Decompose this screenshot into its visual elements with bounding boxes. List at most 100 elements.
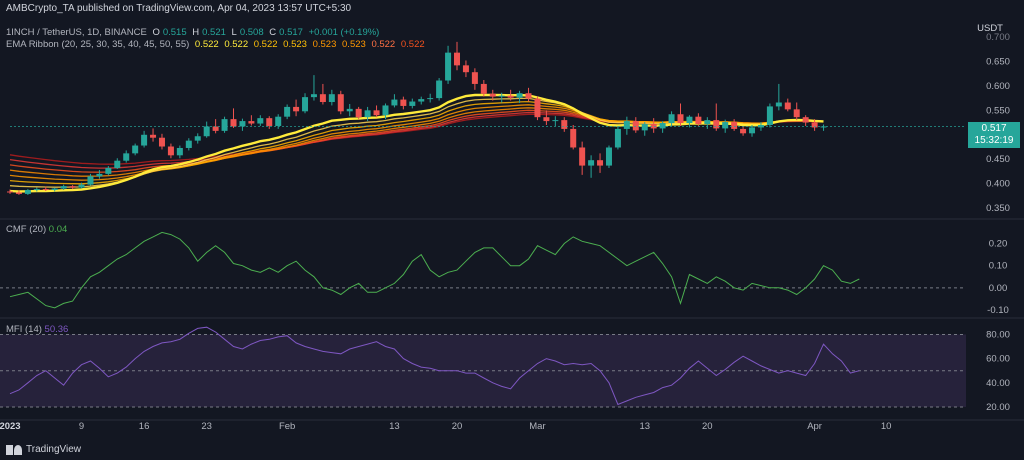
candle-body: [373, 110, 380, 116]
candle-body: [239, 121, 246, 127]
ema-value-55: 0.522: [400, 39, 425, 50]
candle: [284, 104, 291, 120]
candle-body: [811, 122, 818, 128]
mfi-tick-label: 60.00: [986, 354, 1010, 365]
candle-body: [704, 120, 711, 125]
candle: [588, 155, 595, 178]
candle-body: [418, 99, 425, 102]
candle-body: [686, 116, 693, 124]
candle: [364, 106, 371, 122]
candle: [400, 96, 407, 110]
currency-label: USDT: [977, 23, 1003, 34]
candle-body: [623, 121, 630, 129]
candle-body: [42, 189, 49, 191]
symbol-name: 1INCH / TetherUS, 1D, BINANCE: [6, 27, 147, 38]
close-label: C: [269, 27, 277, 38]
candle: [96, 169, 103, 179]
candle-body: [123, 153, 130, 161]
mfi-value: 50.36: [44, 324, 69, 335]
candle-body: [650, 124, 657, 129]
candle: [650, 118, 657, 133]
candle-body: [15, 192, 22, 194]
candle: [498, 92, 505, 103]
price-tick-label: 0.700: [986, 32, 1010, 43]
candle: [176, 145, 183, 159]
candle: [677, 103, 684, 126]
candle-body: [69, 186, 76, 188]
candle: [605, 145, 612, 169]
candle-body: [114, 160, 121, 169]
time-tick-label: 20: [702, 421, 713, 432]
candle: [248, 115, 255, 126]
candle-body: [248, 121, 255, 124]
candle-body: [284, 106, 291, 117]
open-label: O: [152, 27, 160, 38]
candle: [632, 117, 639, 133]
ema-legend[interactable]: EMA Ribbon (20, 25, 30, 35, 40, 45, 50, …: [6, 39, 428, 50]
candle: [784, 98, 791, 112]
candle: [257, 115, 264, 126]
candle: [105, 166, 112, 176]
candle: [704, 117, 711, 129]
candle: [713, 103, 720, 131]
candle-body: [319, 94, 326, 103]
price-tick-label: 0.450: [986, 154, 1010, 165]
cmf-legend[interactable]: CMF (20) 0.04: [6, 224, 67, 235]
candle-body: [302, 97, 309, 112]
high-label: H: [192, 27, 200, 38]
candle: [150, 128, 157, 142]
candle-body: [24, 190, 31, 194]
candle-body: [382, 105, 389, 116]
time-tick-label: 2023: [0, 421, 21, 432]
mfi-legend[interactable]: MFI (14) 50.36: [6, 324, 68, 335]
candle-body: [391, 99, 398, 106]
cmf-tick-label: 0.10: [989, 261, 1008, 272]
candle: [731, 119, 738, 131]
candle: [7, 189, 13, 194]
candle-body: [60, 186, 67, 189]
open-value: 0.515: [162, 27, 187, 38]
high-value: 0.521: [202, 27, 226, 38]
candle-body: [668, 114, 675, 124]
candle: [418, 96, 425, 105]
candle-body: [516, 93, 523, 98]
candle: [15, 190, 22, 195]
candle: [480, 80, 487, 97]
candle-body: [731, 122, 738, 129]
time-tick-label: 10: [881, 421, 892, 432]
candle-body: [310, 94, 317, 98]
time-tick-label: 13: [639, 421, 650, 432]
candle-body: [489, 93, 496, 97]
time-tick-label: 13: [389, 421, 400, 432]
ema-ribbon-line: [9, 107, 824, 177]
candle: [614, 125, 621, 150]
candle-body: [230, 119, 237, 127]
candle: [775, 83, 782, 111]
candle: [239, 118, 246, 131]
candle: [525, 87, 532, 102]
price-tick-label: 0.400: [986, 179, 1010, 190]
candle: [427, 93, 434, 103]
mfi-tick-label: 20.00: [986, 402, 1010, 413]
candle-body: [96, 173, 103, 177]
candle: [445, 45, 452, 84]
candle-body: [266, 118, 273, 126]
candle-body: [641, 124, 648, 131]
candle: [24, 189, 31, 195]
candle-body: [436, 80, 443, 99]
symbol-legend[interactable]: 1INCH / TetherUS, 1D, BINANCE O 0.515 H 0.…: [6, 27, 382, 38]
candle-body: [194, 136, 201, 141]
candle: [123, 150, 130, 163]
candle-body: [105, 168, 112, 174]
candle-body: [203, 126, 210, 137]
candle: [391, 94, 398, 108]
low-value: 0.508: [239, 27, 264, 38]
candle: [194, 133, 201, 144]
candle: [51, 187, 58, 192]
candle: [811, 119, 818, 131]
tradingview-logo[interactable]: TradingView: [6, 444, 81, 455]
candle: [757, 122, 764, 131]
price-tick-label: 0.550: [986, 105, 1010, 116]
ema-value-40: 0.523: [312, 39, 337, 50]
